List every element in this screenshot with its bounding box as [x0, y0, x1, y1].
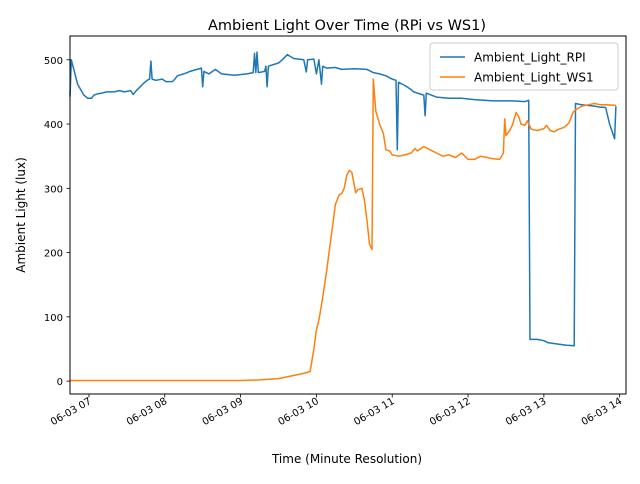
- chart-title: Ambient Light Over Time (RPi vs WS1): [208, 18, 486, 34]
- plot-frame: [69, 35, 627, 395]
- series-line-1: [70, 78, 616, 382]
- legend-label-ws1: Ambient_Light_WS1: [474, 71, 594, 85]
- y-tick-label: 200: [44, 249, 63, 260]
- y-tick-label: 100: [44, 313, 63, 324]
- legend-label-rpi: Ambient_Light_RPI: [474, 51, 586, 65]
- x-axis-label: Time (Minute Resolution): [271, 452, 422, 466]
- legend: Ambient_Light_RPI Ambient_Light_WS1: [429, 42, 619, 91]
- plot-lines: [69, 51, 617, 382]
- y-axis-label: Ambient Light (lux): [14, 157, 28, 273]
- y-tick-label: 400: [44, 120, 63, 131]
- y-tick-label: 0: [57, 377, 63, 388]
- y-tick-label: 500: [44, 56, 63, 67]
- y-tick-label: 300: [44, 184, 63, 195]
- series-line-0: [69, 51, 617, 347]
- legend-box: [429, 42, 619, 91]
